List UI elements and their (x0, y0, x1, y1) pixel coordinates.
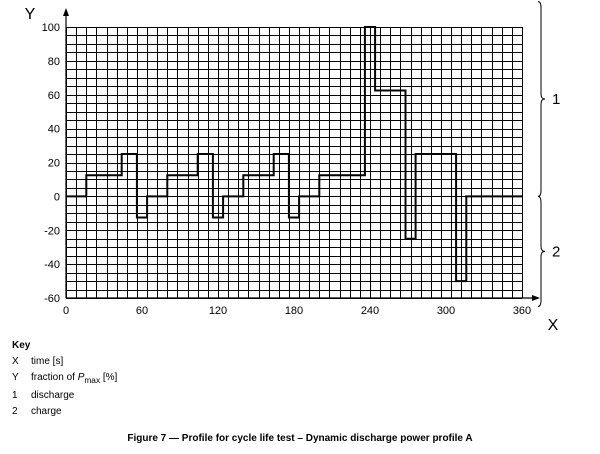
key-italic-symbol: P (77, 372, 85, 383)
y-tick-label: 80 (48, 56, 60, 68)
brace-label: 1 (552, 91, 560, 108)
x-tick-label: 0 (63, 305, 69, 317)
y-tick-label: -60 (44, 293, 60, 305)
y-tick-label: 100 (42, 22, 60, 34)
key-symbol: 1 (12, 390, 18, 401)
key-item-x: X time [s] (12, 354, 117, 370)
brace (537, 1, 546, 197)
y-axis-label: Y (25, 6, 36, 23)
series-line (66, 26, 522, 283)
chart: 0 60 120 180 240 300 360 100 80 60 40 20 0 -20 -40 -60 X… (25, 1, 560, 334)
x-tick-label: 120 (209, 305, 227, 317)
key-text: fraction of Pmax [%] (31, 370, 117, 388)
x-tick-label: 180 (285, 305, 303, 317)
brace-label: 2 (552, 243, 560, 260)
x-tick-label: 240 (361, 305, 379, 317)
figure-caption: Figure 7 — Profile for cycle life test –… (127, 433, 473, 444)
key-text-before: fraction of (31, 372, 78, 383)
key-symbol: X (12, 356, 19, 367)
key-item-y: Y fraction of Pmax [%] (12, 370, 117, 388)
x-tick-label: 360 (513, 305, 531, 317)
key-subscript: max (84, 375, 101, 385)
key-text: discharge (31, 390, 75, 401)
y-tick-label: 60 (48, 90, 60, 102)
key-symbol: Y (12, 372, 19, 383)
y-tick-label: 20 (48, 158, 60, 170)
x-axis-label: X (548, 317, 559, 334)
key-item-2: 2 charge (12, 404, 117, 420)
key-text: charge (31, 406, 62, 417)
key-text: time [s] (31, 356, 64, 367)
y-tick-label: 0 (54, 191, 60, 203)
x-axis-arrow (532, 295, 540, 301)
key-title: Key (12, 340, 31, 351)
key: Key X time [s] Y fraction of Pmax [%] 1 … (12, 338, 117, 420)
y-tick-label: -20 (44, 225, 60, 237)
key-text-after: [%] (100, 372, 118, 383)
key-symbol: 2 (12, 406, 18, 417)
y-axis-arrow (63, 8, 69, 16)
y-tick-label: -40 (44, 259, 60, 271)
x-tick-label: 60 (136, 305, 148, 317)
brace (537, 195, 546, 307)
key-item-1: 1 discharge (12, 388, 117, 404)
x-tick-label: 300 (437, 305, 455, 317)
y-tick-label: 40 (48, 124, 60, 136)
